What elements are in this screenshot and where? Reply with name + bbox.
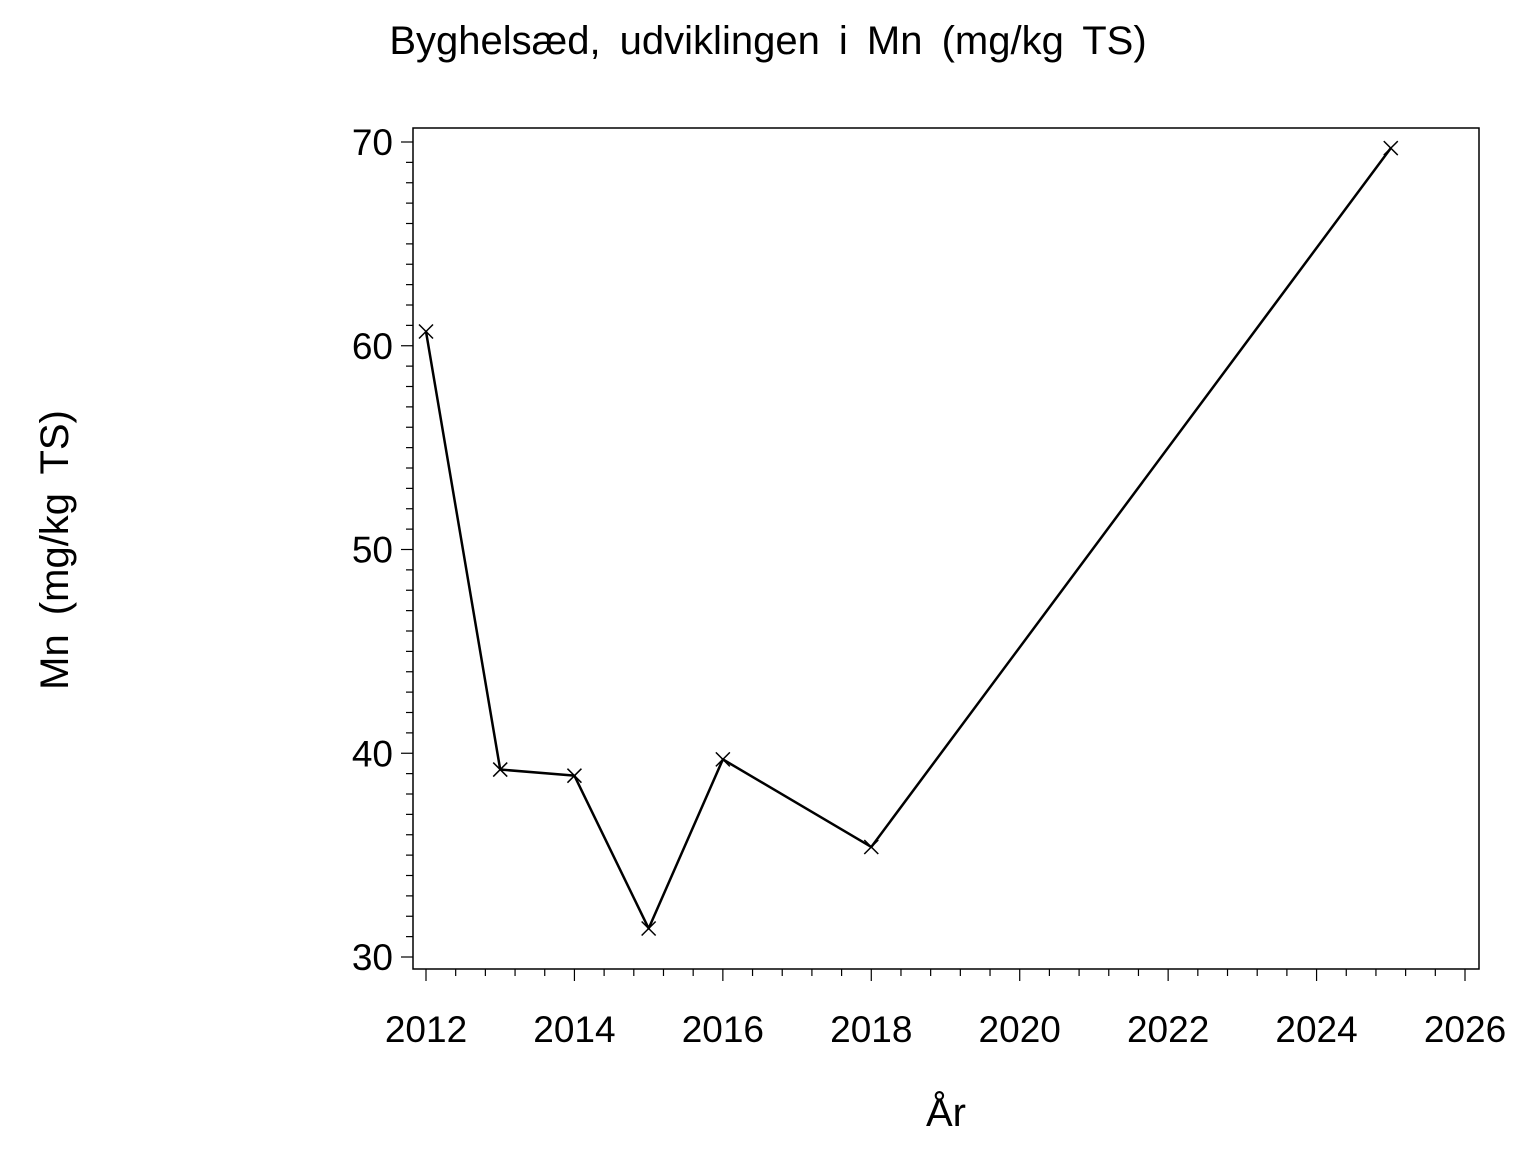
series-layer (418, 140, 1399, 937)
x-tick-label: 2024 (1275, 1009, 1357, 1050)
x-tick-label: 2026 (1424, 1009, 1506, 1050)
plot-area-frame (412, 127, 1480, 970)
series-line (424, 147, 1392, 930)
data-point-marker (641, 920, 657, 937)
data-point-marker (863, 839, 879, 855)
y-tick-label: 70 (352, 122, 393, 163)
x-axis: 2012 2014 2016 2018 2020 2022 2024 2026 (385, 969, 1506, 1050)
x-tick-label: 2014 (533, 1009, 615, 1050)
y-axis: 30 40 50 60 70 (352, 122, 413, 978)
y-tick-label: 30 (352, 937, 393, 978)
x-tick-label: 2022 (1127, 1009, 1209, 1050)
data-point-marker (566, 768, 582, 784)
data-point-marker (418, 323, 434, 340)
x-tick-label: 2012 (385, 1009, 467, 1050)
x-tick-label: 2016 (682, 1009, 764, 1050)
data-point-marker (492, 762, 508, 778)
y-tick-label: 40 (352, 733, 393, 774)
x-tick-label: 2018 (830, 1009, 912, 1050)
x-tick-label: 2020 (979, 1009, 1061, 1050)
data-point-marker (715, 751, 731, 767)
data-point-marker (1383, 140, 1399, 156)
y-tick-label: 50 (352, 530, 393, 571)
x-axis-label: År (926, 1090, 966, 1135)
chart-title: Byghelsæd, udviklingen i Mn (mg/kg TS) (389, 19, 1146, 63)
y-tick-label: 60 (352, 326, 393, 367)
y-axis-label: Mn (mg/kg TS) (33, 410, 77, 690)
